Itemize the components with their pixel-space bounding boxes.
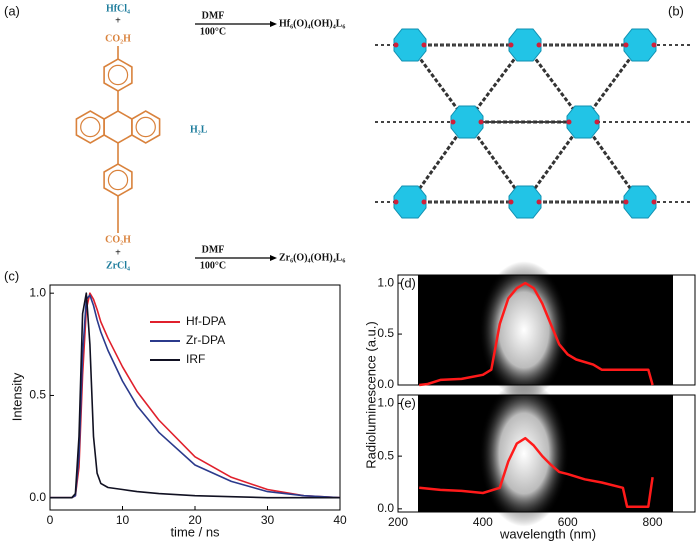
data-line: [50, 294, 341, 499]
y-axis-label: Radioluminescence (a.u.): [363, 321, 378, 468]
product: Zr₆(O)₄(OH)₄L₆: [279, 252, 345, 263]
data-line: [50, 292, 340, 499]
arrow-head: [270, 21, 277, 27]
x-axis-label: time / ns: [170, 524, 220, 539]
x-tick-label: 30: [261, 513, 275, 527]
oxygen: [478, 119, 484, 125]
condition: 100°C: [200, 260, 226, 271]
plus: +: [115, 15, 121, 26]
x-tick-label: 800: [643, 515, 663, 529]
ring-inner: [107, 64, 129, 86]
plot-frame: [397, 394, 696, 513]
product: Hf₆(O)₄(OH)₄L₆: [279, 18, 345, 29]
x-tick-label: 10: [116, 513, 130, 527]
acid-group: CO₂H: [105, 234, 131, 245]
linker: [465, 121, 527, 203]
y-tick-label: 0.0: [29, 490, 46, 504]
legend-label: Zr-DPA: [186, 333, 225, 347]
y-tick-label: 0.5: [377, 448, 394, 462]
reagent: ZrCl₄: [106, 260, 130, 271]
oxygen: [623, 42, 629, 48]
oxygen: [536, 42, 542, 48]
panel-label: (c): [4, 268, 19, 283]
oxygen: [623, 199, 629, 205]
x-tick-label: 200: [388, 515, 408, 529]
plot-frame: [397, 274, 696, 386]
cluster: [623, 185, 657, 219]
glow: [479, 380, 569, 527]
oxygen: [421, 199, 427, 205]
crystal-structure: (b): [375, 3, 690, 219]
cluster: [450, 105, 484, 139]
cluster: [508, 28, 542, 62]
y-tick-label: 0.0: [377, 377, 394, 391]
glow: [479, 261, 569, 399]
y-tick-label: 1.0: [29, 285, 46, 299]
oxygen: [651, 199, 657, 205]
panel-label: (a): [4, 3, 20, 18]
cluster: [508, 185, 542, 219]
acid-group: CO₂H: [105, 33, 131, 44]
oxygen: [421, 42, 427, 48]
x-tick-label: 400: [473, 515, 493, 529]
x-axis-label: wavelength (nm): [499, 526, 596, 541]
condition: DMF: [202, 10, 225, 21]
ring: [131, 110, 161, 144]
legend-label: IRF: [186, 352, 205, 366]
ligand-label: H₂L: [190, 124, 208, 135]
oxygen: [508, 199, 514, 205]
x-tick-label: 20: [188, 513, 202, 527]
condition: DMF: [202, 244, 225, 255]
oxygen: [566, 119, 572, 125]
oxygen: [536, 199, 542, 205]
data-line: [50, 292, 341, 499]
y-axis-label: Intensity: [9, 372, 24, 421]
panel-label: (e): [400, 395, 416, 410]
ring-inner: [135, 116, 156, 138]
cluster: [393, 185, 427, 219]
condition: 100°C: [200, 26, 226, 37]
panel-label: (d): [400, 275, 416, 290]
cluster: [623, 28, 657, 62]
arrow-head: [270, 255, 277, 261]
ring-inner: [80, 116, 101, 138]
oxygen: [393, 199, 399, 205]
ring: [103, 110, 133, 144]
y-tick-label: 0.0: [377, 501, 394, 515]
ring: [75, 110, 105, 144]
y-tick-label: 1.0: [377, 275, 394, 289]
y-tick-label: 0.5: [29, 388, 46, 402]
oxygen: [508, 42, 514, 48]
oxygen: [450, 119, 456, 125]
y-tick-label: 0.5: [377, 326, 394, 340]
x-tick-label: 40: [333, 513, 347, 527]
y-tick-label: 1.0: [377, 396, 394, 410]
panel-label: (b): [668, 3, 684, 18]
oxygen: [594, 119, 600, 125]
oxygen: [393, 42, 399, 48]
oxygen: [651, 42, 657, 48]
legend-label: Hf-DPA: [186, 314, 226, 328]
ring-inner: [107, 169, 129, 191]
plus: +: [115, 247, 121, 258]
reaction-scheme: (a) HfCl₄ + CO₂H DMF 100°C Hf₆(O)₄(OH)₄L…: [4, 3, 345, 271]
linker: [523, 121, 585, 203]
cluster: [566, 105, 600, 139]
x-tick-label: 0: [47, 513, 54, 527]
x-tick-label: 600: [558, 515, 578, 529]
data-line: [419, 436, 654, 508]
data-line: [419, 281, 654, 387]
reagent: HfCl₄: [106, 3, 130, 14]
cluster: [393, 28, 427, 62]
